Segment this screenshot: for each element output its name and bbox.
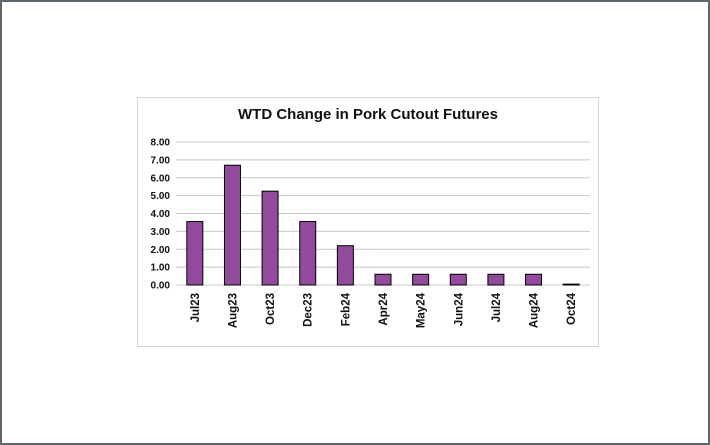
y-tick-label: 2.00 xyxy=(151,245,171,256)
y-tick-label: 7.00 xyxy=(151,155,171,166)
bar-jul23 xyxy=(186,221,204,286)
x-tick-label: Aug23 xyxy=(227,293,239,328)
x-tick-label: Aug24 xyxy=(529,292,541,328)
y-tick-label: 1.00 xyxy=(151,263,171,274)
bar-chart: 0.00 1.00 2.00 3.00 4.00 5.00 6.00 7.00 8.00 Jul2… xyxy=(151,138,590,328)
bar-dec23 xyxy=(299,221,317,286)
bar-oct24 xyxy=(562,283,580,286)
chart-title: WTD Change in Pork Cutout Futures xyxy=(238,106,498,123)
bar-feb24 xyxy=(336,245,354,286)
x-tick-label: Jul23 xyxy=(190,293,202,322)
bar-apr24 xyxy=(374,273,392,286)
x-tick-label: Oct23 xyxy=(265,293,277,325)
y-tick-label: 6.00 xyxy=(151,173,171,184)
bar-jul24 xyxy=(487,273,505,286)
x-tick-label: Feb24 xyxy=(340,292,352,326)
x-tick-label: Jun24 xyxy=(453,292,465,326)
y-tick-label: 0.00 xyxy=(151,281,171,292)
bar-may24 xyxy=(412,273,430,286)
bar-aug24 xyxy=(525,273,543,286)
y-tick-label: 8.00 xyxy=(151,138,171,149)
bar-jun24 xyxy=(449,273,467,286)
x-tick-label: Jul24 xyxy=(491,292,503,322)
chart-container: WTD Change in Pork Cutout Futures 0.00 1.… xyxy=(137,97,599,347)
y-tick-label: 3.00 xyxy=(151,227,171,238)
x-tick-label: May24 xyxy=(416,292,428,328)
x-tick-label: Apr24 xyxy=(378,292,390,325)
y-tick-label: 5.00 xyxy=(151,191,171,202)
x-tick-label: Dec23 xyxy=(303,293,315,327)
bar-oct23 xyxy=(261,190,279,286)
x-tick-label: Oct24 xyxy=(566,292,578,325)
y-tick-label: 4.00 xyxy=(151,209,171,220)
bar-aug23 xyxy=(223,164,241,286)
